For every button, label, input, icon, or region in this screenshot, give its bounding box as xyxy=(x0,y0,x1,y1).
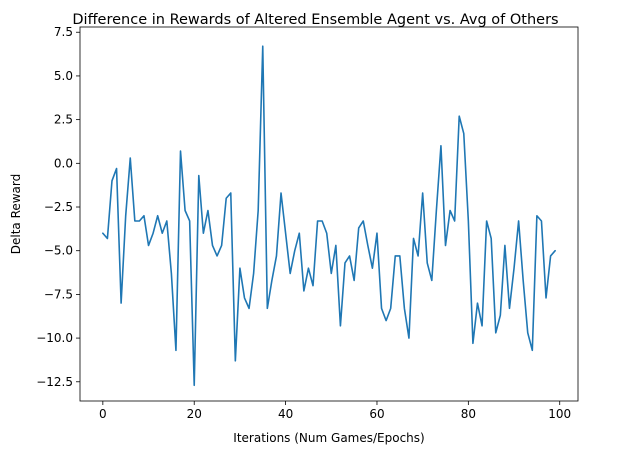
y-axis: 7.5 5.0 2.5 0.0 −2.5 −5.0 −7.5 −10.0 −12.5 xyxy=(36,25,80,389)
y-axis-label: Delta Reward xyxy=(9,174,23,255)
plot-area: 0 20 40 60 80 100 7.5 5.0 2.5 0.0 −2.5 −5.0 −7.5 −10… xyxy=(36,25,579,421)
y-tick-label: 0.0 xyxy=(54,156,73,170)
y-tick-label: −12.5 xyxy=(36,375,73,389)
series-layer xyxy=(102,45,556,387)
x-axis-label: Iterations (Num Games/Epochs) xyxy=(233,431,424,445)
x-tick-label: 40 xyxy=(278,407,293,421)
x-tick-label: 0 xyxy=(99,407,107,421)
plot-frame xyxy=(79,26,579,402)
series-line xyxy=(102,45,556,387)
y-tick-label: −5.0 xyxy=(44,244,73,258)
x-tick-label: 20 xyxy=(187,407,202,421)
x-tick-label: 60 xyxy=(369,407,384,421)
x-tick-label: 80 xyxy=(461,407,476,421)
y-tick-label: 5.0 xyxy=(54,69,73,83)
x-tick-label: 100 xyxy=(548,407,571,421)
y-tick-label: −10.0 xyxy=(36,331,73,345)
y-tick-label: −7.5 xyxy=(44,287,73,301)
y-tick-label: 2.5 xyxy=(54,113,73,127)
y-tick-label: −2.5 xyxy=(44,200,73,214)
chart-title: Difference in Rewards of Altered Ensembl… xyxy=(72,12,558,28)
y-tick-label: 7.5 xyxy=(54,25,73,39)
x-axis: 0 20 40 60 80 100 xyxy=(99,401,571,421)
